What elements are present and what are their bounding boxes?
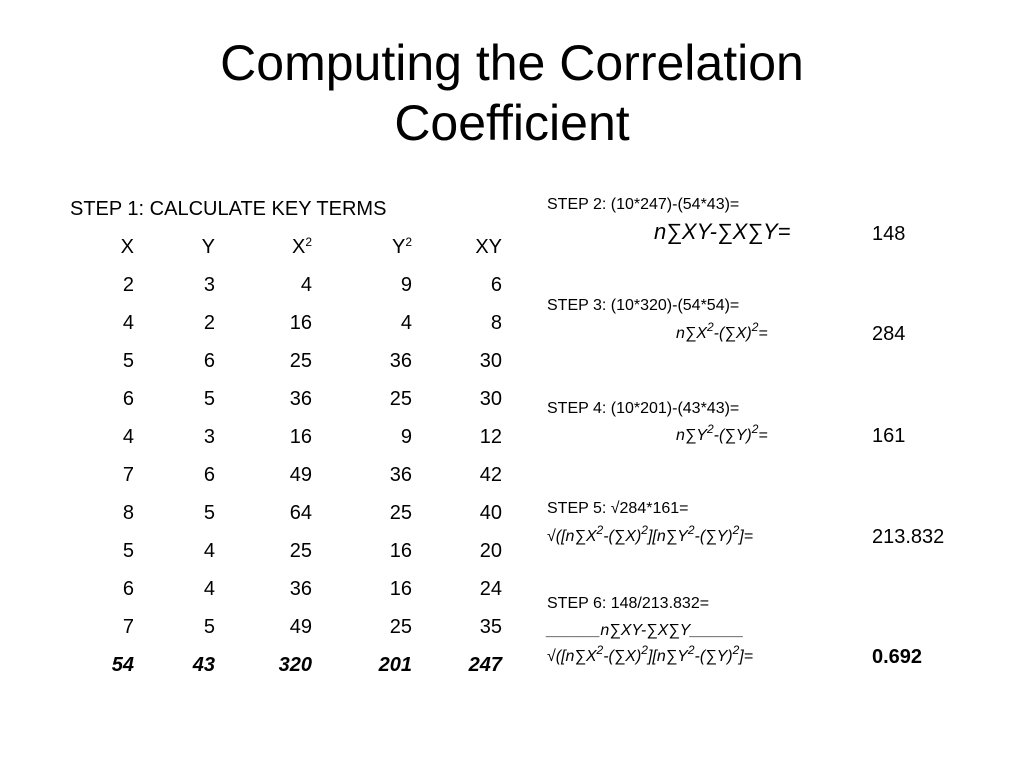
column-header-y-squared: Y2 xyxy=(391,234,412,258)
cell-x-squared: 16 xyxy=(289,311,312,334)
cell-xy: 30 xyxy=(479,387,502,410)
step6-label: STEP 6: 148/213.832= xyxy=(547,595,710,612)
cell-x: 7 xyxy=(122,463,134,486)
table-row: 2 3 4 9 6 xyxy=(90,266,502,304)
step6-denominator: √([n∑X2-(∑X)2][n∑Y2-(∑Y)2]= xyxy=(547,643,754,665)
cell-xy: 30 xyxy=(479,349,502,372)
table-row: 6 5 36 25 30 xyxy=(90,380,502,418)
cell-x-squared: 49 xyxy=(289,463,312,486)
cell-x: 2 xyxy=(122,273,134,296)
table-row: 7 5 49 25 35 xyxy=(90,608,502,646)
step5-formula: √([n∑X2-(∑X)2][n∑Y2-(∑Y)2]= xyxy=(547,523,754,545)
table-row: 4 2 16 4 8 xyxy=(90,304,502,342)
slide-title-line-2: Coefficient xyxy=(394,95,630,151)
step2-result: 148 xyxy=(872,223,906,245)
column-header-x-squared: X2 xyxy=(291,234,312,258)
cell-x: 4 xyxy=(122,425,134,448)
step2-formula: n∑XY-∑X∑Y= xyxy=(654,219,791,244)
cell-xy: 40 xyxy=(479,501,502,524)
cell-x: 7 xyxy=(122,615,134,638)
cell-y-squared: 25 xyxy=(389,387,412,410)
cell-xy: 42 xyxy=(479,463,502,486)
cell-x-squared: 4 xyxy=(300,273,312,296)
cell-x-squared: 64 xyxy=(289,501,312,524)
step5-label: STEP 5: √284*161= xyxy=(547,500,689,517)
cell-x: 8 xyxy=(122,501,134,524)
key-terms-table: X Y X2 Y2 XY 2 3 4 9 6 4 2 16 4 8 5 6 25 36 30 6 5 36 25 30… xyxy=(90,228,502,684)
cell-x-squared: 49 xyxy=(289,615,312,638)
cell-xy: 20 xyxy=(479,539,502,562)
cell-y-squared: 16 xyxy=(389,539,412,562)
cell-x: 4 xyxy=(122,311,134,334)
total-y-squared: 201 xyxy=(378,653,412,676)
cell-x-squared: 16 xyxy=(289,425,312,448)
total-x: 54 xyxy=(111,653,134,676)
column-header-xy: XY xyxy=(475,235,502,258)
cell-y: 6 xyxy=(203,463,215,486)
total-y: 43 xyxy=(192,653,215,676)
cell-y-squared: 25 xyxy=(389,615,412,638)
step5-result: 213.832 xyxy=(872,526,945,548)
cell-y-squared: 16 xyxy=(389,577,412,600)
cell-y: 6 xyxy=(203,349,215,372)
cell-y: 3 xyxy=(203,273,215,296)
table-row: 5 6 25 36 30 xyxy=(90,342,502,380)
cell-x: 5 xyxy=(122,539,134,562)
total-xy: 247 xyxy=(468,653,502,676)
slide-title-line-1: Computing the Correlation xyxy=(220,35,804,91)
table-row: 7 6 49 36 42 xyxy=(90,456,502,494)
step3-label: STEP 3: (10*320)-(54*54)= xyxy=(547,297,740,314)
step6-numerator: ______n∑XY-∑X∑Y______ xyxy=(547,622,744,639)
cell-y: 3 xyxy=(203,425,215,448)
column-header-x: X xyxy=(120,235,134,258)
cell-xy: 6 xyxy=(490,273,502,296)
cell-x: 5 xyxy=(122,349,134,372)
step4-result: 161 xyxy=(872,425,906,447)
table-row: 5 4 25 16 20 xyxy=(90,532,502,570)
cell-x: 6 xyxy=(122,577,134,600)
slide-title: Computing the Correlation Coefficient xyxy=(0,33,1024,153)
cell-y-squared: 9 xyxy=(400,273,412,296)
cell-y: 4 xyxy=(203,577,215,600)
cell-y: 5 xyxy=(203,501,215,524)
step3-result: 284 xyxy=(872,323,906,345)
total-x-squared: 320 xyxy=(278,653,312,676)
cell-xy: 35 xyxy=(479,615,502,638)
table-row: 8 5 64 25 40 xyxy=(90,494,502,532)
cell-y: 2 xyxy=(203,311,215,334)
cell-y-squared: 36 xyxy=(389,349,412,372)
step1-heading: STEP 1: CALCULATE KEY TERMS xyxy=(70,198,387,220)
table-row: 4 3 16 9 12 xyxy=(90,418,502,456)
cell-xy: 12 xyxy=(479,425,502,448)
step4-label: STEP 4: (10*201)-(43*43)= xyxy=(547,400,740,417)
cell-y-squared: 4 xyxy=(400,311,412,334)
cell-xy: 8 xyxy=(490,311,502,334)
totals-row: 54 43 320 201 247 xyxy=(90,646,502,684)
step4-formula: n∑Y2-(∑Y)2= xyxy=(676,422,768,444)
table-header-row: X Y X2 Y2 XY xyxy=(90,228,502,266)
cell-y-squared: 36 xyxy=(389,463,412,486)
cell-x-squared: 25 xyxy=(289,539,312,562)
step6-result: 0.692 xyxy=(872,646,923,668)
cell-x: 6 xyxy=(122,387,134,410)
step2-label: STEP 2: (10*247)-(54*43)= xyxy=(547,196,740,213)
cell-y-squared: 25 xyxy=(389,501,412,524)
cell-y: 5 xyxy=(203,615,215,638)
cell-y: 4 xyxy=(203,539,215,562)
step3-formula: n∑X2-(∑X)2= xyxy=(676,320,768,342)
table-row: 6 4 36 16 24 xyxy=(90,570,502,608)
cell-y-squared: 9 xyxy=(400,425,412,448)
cell-y: 5 xyxy=(203,387,215,410)
cell-x-squared: 36 xyxy=(289,387,312,410)
cell-xy: 24 xyxy=(479,577,502,600)
cell-x-squared: 36 xyxy=(289,577,312,600)
column-header-y: Y xyxy=(201,235,215,258)
cell-x-squared: 25 xyxy=(289,349,312,372)
